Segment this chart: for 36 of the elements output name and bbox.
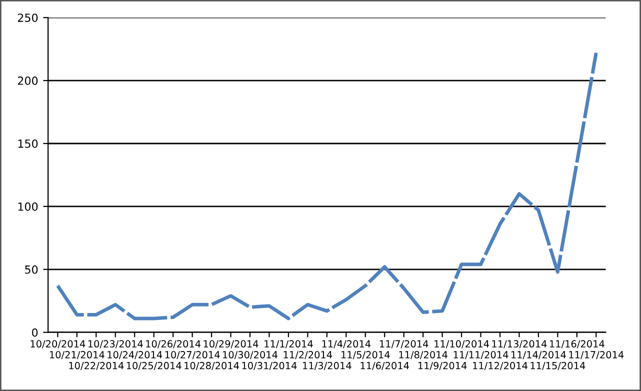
y-tick-label: 50 — [25, 265, 38, 274]
x-tick-label: 11/16/2014 — [550, 340, 604, 348]
x-tick-label: 11/9/2014 — [418, 362, 467, 370]
x-tick-label: 10/24/2014 — [108, 351, 162, 360]
line-series — [56, 51, 598, 320]
x-tick-label: 11/6/2014 — [360, 362, 409, 370]
y-tick-label: 0 — [32, 328, 38, 337]
x-tick-label: 11/10/2014 — [434, 340, 489, 348]
x-tick-label: 11/8/2014 — [399, 351, 448, 360]
x-tick-label: 11/17/2014 — [569, 351, 624, 360]
x-tick-label: 11/12/2014 — [473, 362, 528, 370]
x-tick-label: 10/20/2014 — [30, 340, 86, 348]
x-tick-label: 10/21/2014 — [50, 351, 104, 360]
x-tick-label: 11/5/2014 — [342, 351, 390, 360]
x-tick-label: 10/23/2014 — [88, 340, 143, 348]
x-tick-label: 10/28/2014 — [184, 362, 239, 370]
y-tick-label: 150 — [18, 139, 38, 148]
x-tick-label: 10/29/2014 — [204, 340, 258, 348]
x-tick-label: 11/3/2014 — [303, 362, 352, 370]
x-tick-label: 11/15/2014 — [530, 362, 586, 370]
x-tick-label: 10/27/2014 — [165, 351, 220, 360]
x-tick-label: 11/13/2014 — [492, 340, 547, 348]
x-tick-label: 10/30/2014 — [223, 351, 278, 360]
x-tick-label: 11/4/2014 — [322, 340, 371, 348]
x-tick-label: 10/25/2014 — [126, 362, 182, 370]
x-tick-label: 11/1/2014 — [264, 340, 313, 348]
y-tick-label: 100 — [18, 202, 38, 211]
y-tick-label: 250 — [18, 14, 38, 22]
x-tick-label: 11/11/2014 — [454, 351, 508, 360]
y-tick-label: 200 — [18, 76, 38, 85]
x-tick-label: 10/31/2014 — [242, 362, 297, 370]
x-tick-label: 11/14/2014 — [511, 351, 566, 360]
x-tick-label: 10/22/2014 — [69, 362, 124, 370]
x-tick-label: 11/7/2014 — [380, 340, 428, 348]
x-tick-label: 10/26/2014 — [146, 340, 201, 348]
x-tick-label: 11/2/2014 — [284, 351, 332, 360]
